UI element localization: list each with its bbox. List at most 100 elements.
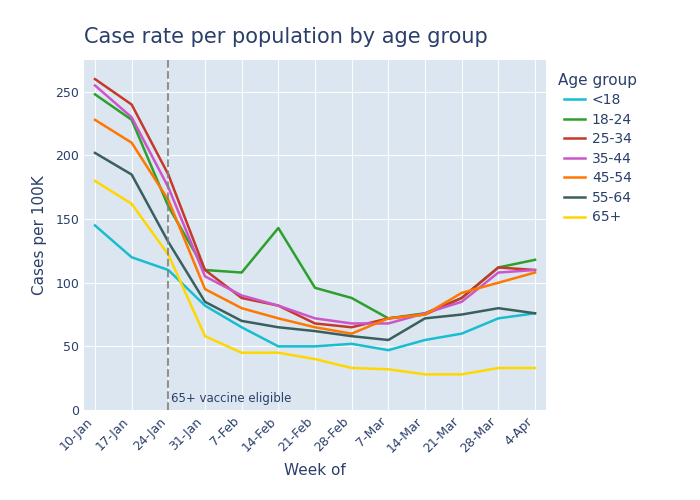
45-54 [274, 316, 283, 322]
35-44 [384, 320, 393, 326]
<18 [164, 267, 172, 273]
35-44 [531, 267, 539, 273]
45-54 [91, 117, 99, 123]
45-54 [531, 270, 539, 276]
Line: <18: <18 [95, 226, 535, 350]
<18 [531, 310, 539, 316]
<18 [201, 302, 209, 308]
Line: 25-34: 25-34 [95, 79, 535, 328]
18-24 [494, 264, 503, 270]
25-34 [201, 267, 209, 273]
55-64 [127, 172, 136, 177]
55-64 [311, 328, 319, 334]
25-34 [311, 320, 319, 326]
X-axis label: Week of: Week of [284, 464, 346, 478]
65+ [237, 350, 246, 356]
Line: 45-54: 45-54 [95, 120, 535, 334]
55-64 [91, 150, 99, 156]
<18 [458, 330, 466, 336]
65+ [384, 366, 393, 372]
25-34 [237, 295, 246, 301]
45-54 [494, 280, 503, 285]
Line: 65+: 65+ [95, 181, 535, 374]
45-54 [127, 140, 136, 145]
18-24 [531, 257, 539, 263]
35-44 [347, 320, 356, 326]
65+ [127, 201, 136, 207]
<18 [494, 316, 503, 322]
25-34 [531, 267, 539, 273]
18-24 [164, 204, 172, 210]
45-54 [384, 316, 393, 322]
Line: 18-24: 18-24 [95, 94, 535, 318]
35-44 [201, 274, 209, 280]
<18 [421, 337, 429, 343]
<18 [384, 347, 393, 353]
18-24 [421, 310, 429, 316]
18-24 [458, 295, 466, 301]
25-34 [458, 295, 466, 301]
65+ [458, 372, 466, 378]
65+ [531, 365, 539, 371]
Text: 65+ vaccine eligible: 65+ vaccine eligible [172, 392, 292, 405]
45-54 [164, 197, 172, 203]
45-54 [347, 330, 356, 336]
55-64 [201, 299, 209, 305]
25-34 [274, 302, 283, 308]
Line: 55-64: 55-64 [95, 153, 535, 340]
45-54 [201, 286, 209, 292]
55-64 [274, 324, 283, 330]
25-34 [494, 264, 503, 270]
18-24 [347, 295, 356, 301]
65+ [494, 365, 503, 371]
35-44 [237, 292, 246, 298]
35-44 [274, 302, 283, 308]
18-24 [311, 285, 319, 291]
25-34 [164, 172, 172, 177]
55-64 [347, 333, 356, 339]
65+ [311, 356, 319, 362]
18-24 [91, 92, 99, 98]
Legend: <18, 18-24, 25-34, 35-44, 45-54, 55-64, 65+: <18, 18-24, 25-34, 35-44, 45-54, 55-64, … [553, 67, 643, 230]
65+ [164, 252, 172, 258]
35-44 [127, 114, 136, 120]
<18 [274, 344, 283, 349]
<18 [311, 344, 319, 349]
45-54 [237, 305, 246, 311]
<18 [91, 222, 99, 228]
35-44 [421, 310, 429, 316]
35-44 [311, 316, 319, 322]
55-64 [531, 310, 539, 316]
55-64 [421, 316, 429, 322]
18-24 [127, 117, 136, 123]
<18 [347, 341, 356, 347]
35-44 [494, 270, 503, 276]
Text: Case rate per population by age group: Case rate per population by age group [84, 28, 488, 48]
18-24 [384, 316, 393, 322]
45-54 [458, 290, 466, 296]
25-34 [384, 316, 393, 322]
65+ [274, 350, 283, 356]
Line: 35-44: 35-44 [95, 86, 535, 324]
55-64 [494, 305, 503, 311]
35-44 [164, 184, 172, 190]
65+ [201, 333, 209, 339]
25-34 [347, 324, 356, 330]
<18 [237, 324, 246, 330]
35-44 [458, 299, 466, 305]
45-54 [311, 324, 319, 330]
18-24 [201, 267, 209, 273]
Y-axis label: Cases per 100K: Cases per 100K [32, 175, 47, 295]
55-64 [237, 318, 246, 324]
65+ [421, 372, 429, 378]
65+ [347, 365, 356, 371]
35-44 [91, 82, 99, 88]
55-64 [384, 337, 393, 343]
<18 [127, 254, 136, 260]
25-34 [421, 312, 429, 318]
65+ [91, 178, 99, 184]
45-54 [421, 312, 429, 318]
55-64 [164, 239, 172, 245]
25-34 [127, 102, 136, 107]
18-24 [237, 270, 246, 276]
